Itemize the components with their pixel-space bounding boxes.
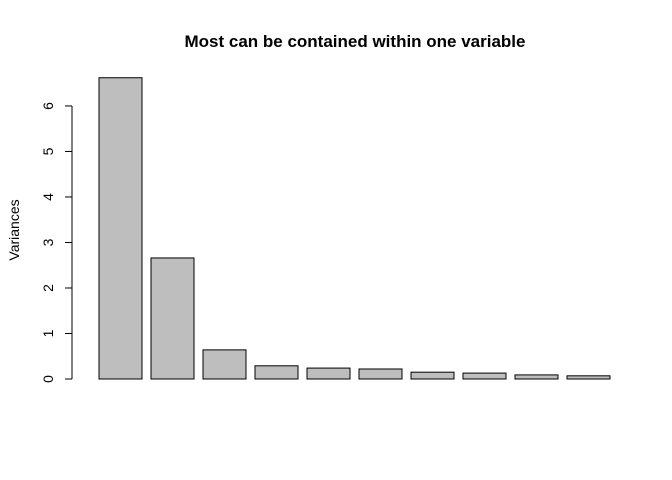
bar (514, 374, 559, 380)
y-tick-label: 5 (40, 147, 56, 155)
bar (462, 372, 507, 380)
y-tick-label: 6 (40, 102, 56, 110)
chart-title: Most can be contained within one variabl… (184, 32, 525, 51)
bar (98, 77, 143, 380)
bar (254, 365, 299, 380)
bar (150, 257, 195, 380)
y-tick-label: 0 (40, 375, 56, 383)
bar (202, 349, 247, 380)
bar (410, 371, 455, 380)
bar (566, 375, 611, 380)
y-tick-label: 1 (40, 329, 56, 337)
bar (358, 368, 403, 380)
y-tick-label: 4 (40, 193, 56, 201)
y-tick-label: 3 (40, 238, 56, 246)
y-axis-label: Variances (6, 199, 22, 260)
bar (306, 367, 351, 380)
y-tick-label: 2 (40, 284, 56, 292)
